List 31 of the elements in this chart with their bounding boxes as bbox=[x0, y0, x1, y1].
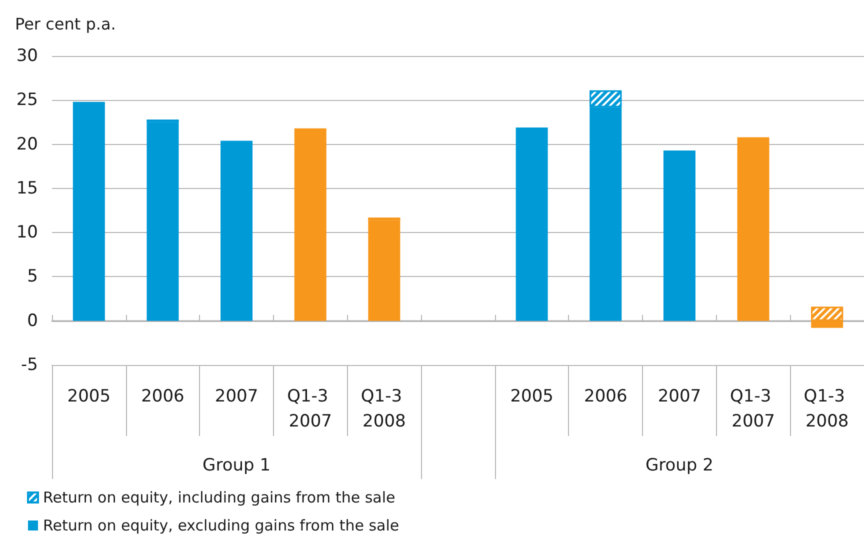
y-tick-label: 20 bbox=[16, 134, 38, 154]
y-tick-label: 30 bbox=[16, 46, 38, 66]
x-tick-label: 2005 bbox=[67, 386, 111, 406]
x-tick-label: Q1-3 2008 bbox=[360, 386, 408, 432]
y-axis-title: Per cent p.a. bbox=[15, 14, 116, 34]
y-tick-label: -5 bbox=[21, 355, 38, 375]
bar bbox=[663, 150, 696, 321]
text: Group 1 bbox=[202, 456, 271, 476]
y-tick-label: 10 bbox=[16, 222, 38, 243]
x-tick-label: 2006 bbox=[141, 386, 184, 406]
y-tick-label: 5 bbox=[27, 266, 38, 287]
y-tick-label: 0 bbox=[27, 310, 38, 331]
x-tick-label: 2007 bbox=[658, 386, 702, 406]
bar bbox=[220, 140, 253, 321]
bar bbox=[368, 220, 400, 321]
bar bbox=[516, 128, 548, 321]
bar bbox=[72, 102, 105, 321]
bar bbox=[737, 137, 770, 321]
y-tick-label: 25 bbox=[16, 90, 38, 110]
legend-label: Return on equity, excluding gains from the sale bbox=[43, 516, 400, 534]
x-tick-label: 2005 bbox=[510, 386, 554, 406]
x-tick-label: Q1-3 2007 bbox=[730, 386, 777, 432]
legend-label: Return on equity, including gains from the sale bbox=[43, 488, 396, 506]
x-tick-label: 2007 bbox=[214, 386, 258, 406]
y-tick-label: 15 bbox=[16, 178, 38, 198]
x-tick-label: 2006 bbox=[584, 386, 628, 406]
text: Group 2 bbox=[645, 456, 714, 476]
x-tick-label: Q1-3 2008 bbox=[804, 386, 850, 432]
bar bbox=[146, 122, 179, 321]
bar bbox=[294, 128, 326, 321]
x-tick-label: Q1-3 2007 bbox=[287, 386, 334, 432]
